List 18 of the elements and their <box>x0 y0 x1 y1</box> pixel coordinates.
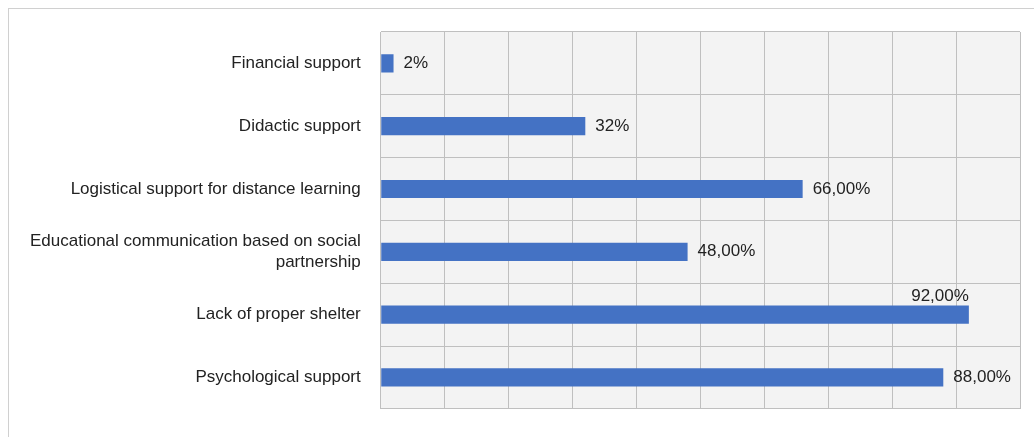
data-label: 2% <box>403 53 429 73</box>
bar <box>381 242 688 261</box>
bar <box>381 179 803 199</box>
data-label: 66,00% <box>812 178 871 198</box>
y-tick-label: Financial support <box>231 53 362 73</box>
y-tick-label: Educational communication based on social partnership <box>29 231 361 271</box>
bar <box>381 305 969 324</box>
y-tick-label: Psychological support <box>195 367 362 387</box>
data-label: 88,00% <box>953 367 1011 387</box>
data-label: 92,00% <box>911 286 969 306</box>
bar <box>381 368 944 387</box>
data-label: 48,00% <box>697 241 756 261</box>
bar <box>381 117 586 136</box>
y-tick-label: Logistical support for distance learning <box>70 178 361 198</box>
bar <box>381 54 394 73</box>
data-label: 32% <box>595 115 630 135</box>
y-tick-label: Didactic support <box>238 115 362 135</box>
y-tick-label: Lack of proper shelter <box>196 304 362 324</box>
